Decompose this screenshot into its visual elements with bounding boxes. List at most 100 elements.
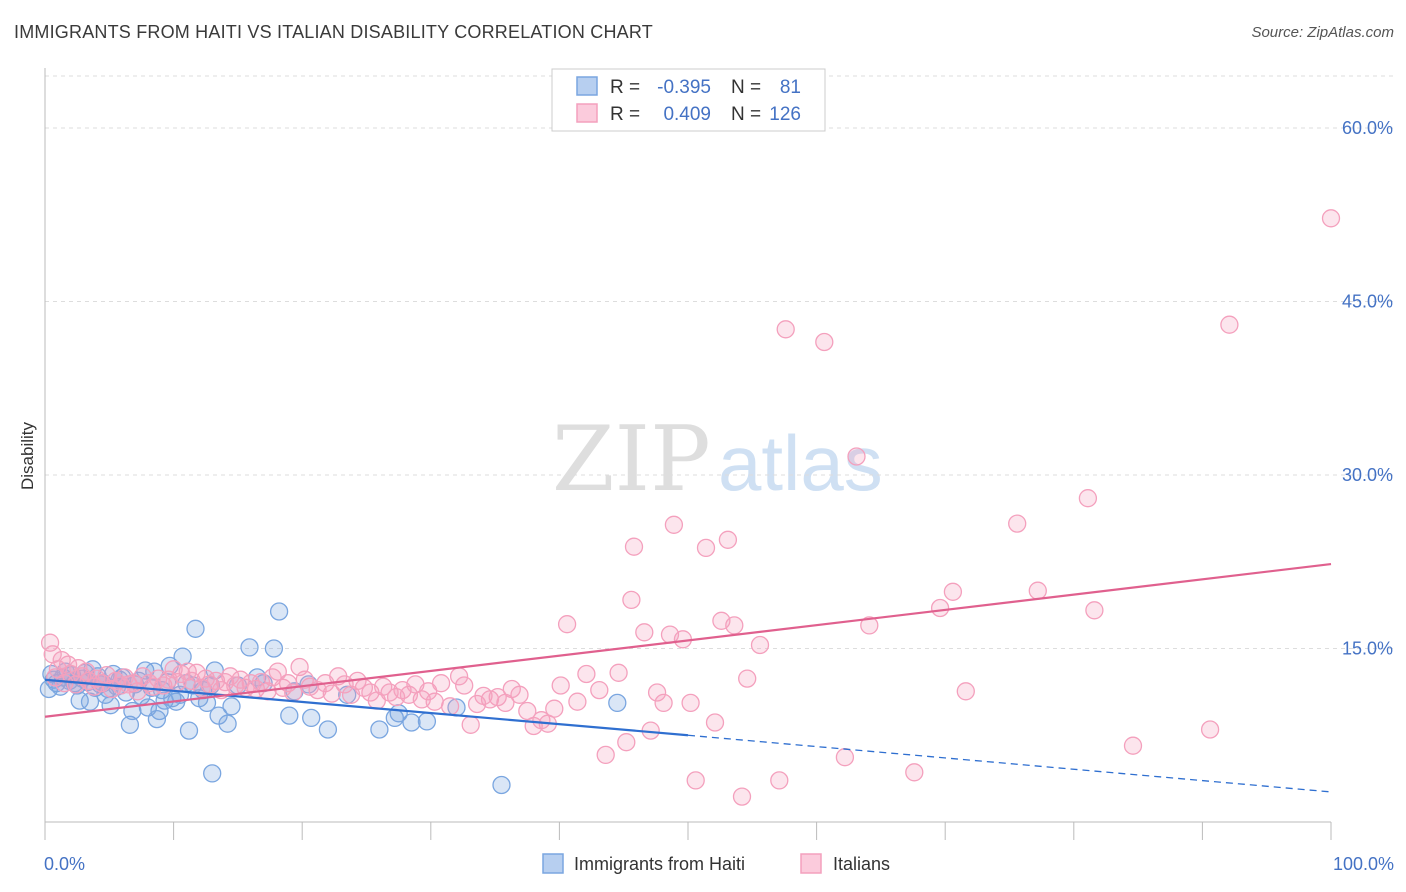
italians-point — [696, 538, 716, 558]
italians-point — [551, 676, 570, 695]
x-tick-label-0: 0.0% — [44, 854, 85, 874]
legend-r-label-haiti: R = — [610, 77, 640, 98]
italians-point — [557, 615, 577, 634]
haiti-point — [338, 685, 357, 704]
italians-point — [835, 748, 855, 767]
haiti-point — [492, 775, 511, 795]
italians-point — [455, 676, 474, 695]
italians-trend-line — [44, 562, 1332, 718]
source-label: Source: ZipAtlas.com — [1251, 24, 1394, 41]
italians-point — [815, 332, 834, 352]
italians-point — [705, 713, 725, 732]
italians-point — [40, 633, 60, 652]
italians-point — [617, 733, 636, 752]
italians-point — [568, 692, 587, 711]
italians-point — [750, 635, 770, 655]
trend-lines — [44, 562, 1332, 793]
legend-swatch-italians — [576, 103, 598, 123]
italians-point — [732, 787, 752, 806]
haiti-point — [302, 708, 321, 728]
haiti-point — [240, 638, 259, 657]
bottom-legend-label-italians: Italians — [833, 854, 890, 874]
italians-point — [590, 680, 609, 700]
italians-point — [654, 693, 673, 713]
chart-title: IMMIGRANTS FROM HAITI VS ITALIAN DISABIL… — [14, 22, 653, 42]
italians-point — [1123, 736, 1143, 755]
y-tick-label: 45.0% — [1342, 292, 1393, 312]
y-tick-label: 30.0% — [1342, 465, 1393, 485]
haiti-point — [101, 696, 120, 715]
italians-point — [770, 771, 789, 790]
italians-point — [609, 663, 628, 682]
italians-point — [431, 674, 451, 693]
italians-point — [930, 598, 950, 618]
italians-point — [577, 664, 596, 684]
italians-point — [725, 616, 744, 635]
italians-point — [624, 537, 644, 556]
italians-point — [510, 685, 529, 704]
bottom-legend: Immigrants from Haiti Italians — [542, 853, 890, 874]
italians-point — [776, 320, 795, 339]
haiti-point — [385, 708, 404, 728]
italians-point — [215, 672, 235, 692]
haiti-point — [203, 764, 222, 783]
italians-point — [268, 662, 287, 681]
x-axis-ticks — [44, 822, 1332, 840]
italians-point — [647, 683, 667, 702]
haiti-point — [269, 602, 289, 621]
italians-point — [1085, 601, 1104, 620]
italians-point — [860, 616, 879, 635]
italians-point — [681, 693, 700, 713]
haiti-point — [264, 639, 284, 658]
italians-point — [847, 447, 866, 466]
bottom-legend-swatch-italians — [800, 853, 822, 874]
haiti-point — [80, 692, 100, 711]
italians-point — [425, 692, 444, 711]
italians-point — [943, 582, 963, 601]
haiti-point — [417, 712, 437, 731]
italians-point — [440, 697, 460, 716]
haiti-point — [186, 619, 205, 638]
grid-lines — [45, 75, 1393, 650]
italians-point — [596, 745, 615, 765]
legend-swatch-haiti — [576, 76, 598, 96]
italians-point — [1028, 581, 1047, 600]
italians-point — [1008, 514, 1027, 533]
haiti-point — [222, 697, 241, 716]
haiti-point — [370, 720, 389, 739]
y-axis-title: Disability — [18, 421, 37, 490]
italians-point — [1321, 209, 1341, 228]
haiti-trend-line — [44, 678, 689, 737]
watermark-zip: ZIP — [552, 407, 711, 512]
italians-point — [635, 623, 654, 642]
italians-point — [1078, 489, 1098, 508]
italians-point — [1220, 315, 1239, 334]
legend-r-value-italians: 0.409 — [663, 104, 711, 125]
legend-n-value-haiti: 81 — [780, 77, 801, 98]
y-tick-label: 15.0% — [1342, 639, 1393, 659]
legend-n-label-haiti: N = — [731, 77, 761, 98]
y-tick-label: 60.0% — [1342, 118, 1393, 138]
legend-r-value-haiti: -0.395 — [657, 77, 711, 98]
legend-n-value-italians: 126 — [769, 104, 801, 125]
italians-point — [718, 530, 738, 549]
italians-point — [97, 665, 116, 685]
haiti-point — [318, 720, 338, 739]
italians-point — [956, 682, 975, 701]
haiti-point — [179, 721, 199, 740]
italians-point — [461, 715, 480, 734]
italians-point — [545, 699, 564, 718]
italians-point — [322, 684, 341, 703]
x-tick-label-100: 100.0% — [1333, 854, 1394, 874]
haiti-point — [402, 713, 421, 732]
italians-point — [664, 515, 684, 534]
haiti-point — [608, 693, 627, 713]
haiti-point — [120, 715, 140, 734]
italians-point — [622, 590, 641, 610]
italians-point — [221, 667, 240, 686]
italians-point — [686, 771, 705, 790]
top-legend: R = -0.395 N = 81 R = 0.409 N = 126 — [551, 68, 826, 132]
y-tick-labels: 15.0% 30.0% 45.0% 60.0% — [1342, 118, 1393, 658]
watermark-atlas: atlas — [718, 419, 883, 507]
